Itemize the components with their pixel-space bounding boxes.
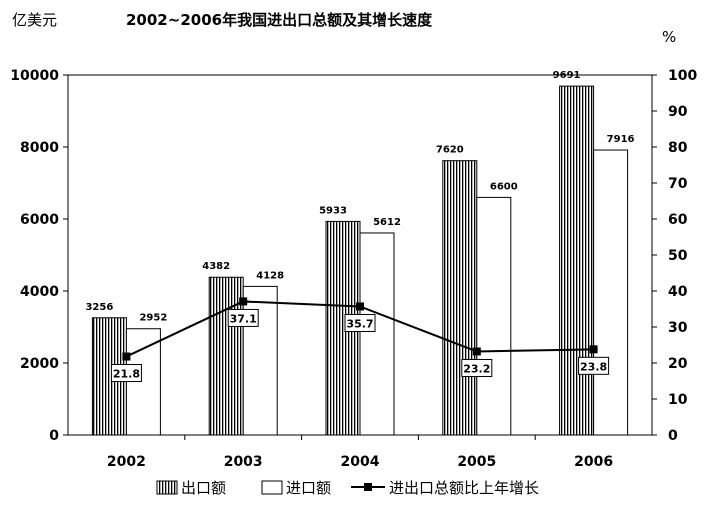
x-tick-label-2004: 2004 (341, 454, 380, 470)
data-label-growth-2005: 23.2 (463, 362, 490, 375)
bar-import-2006 (593, 149, 629, 436)
legend-label-export: 出口额 (181, 479, 226, 497)
data-label-box-growth-2003 (227, 308, 259, 327)
y-tick-label-right-3: 30 (668, 320, 688, 336)
x-tick-label-2003: 2003 (224, 454, 263, 470)
legend-swatch-export (156, 480, 178, 495)
data-label-export-2005: 7620 (436, 145, 464, 156)
y-tick-label-right-6: 60 (668, 212, 688, 228)
data-label-box-growth-2002 (110, 364, 142, 383)
bar-import-2005 (476, 196, 512, 436)
data-label-import-2006: 7916 (607, 134, 635, 145)
data-label-export-2004: 5933 (319, 205, 347, 216)
y-tick-label-left-0: 0 (49, 428, 59, 444)
y-tick-label-left-1: 2000 (20, 356, 59, 372)
data-label-import-2004: 5612 (373, 217, 401, 228)
data-label-growth-2002: 21.8 (113, 368, 140, 381)
y-tick-label-right-5: 50 (668, 248, 688, 264)
x-tick-label-2005: 2005 (457, 454, 496, 470)
data-label-growth-2006: 23.8 (580, 360, 607, 373)
y-tick-label-right-7: 70 (668, 176, 688, 192)
data-label-import-2002: 2952 (139, 313, 167, 324)
y-tick-label-right-9: 90 (668, 104, 688, 120)
y-axis-unit-left: 亿美元 (12, 11, 57, 29)
marker-growth-2002 (122, 352, 131, 361)
bar-export-2005 (442, 160, 478, 436)
data-label-export-2003: 4382 (202, 261, 230, 272)
y-tick-label-right-8: 80 (668, 140, 688, 156)
bar-export-2006 (559, 85, 595, 436)
y-tick-label-right-0: 0 (668, 428, 678, 444)
data-label-export-2006: 9691 (553, 70, 581, 81)
bar-import-2004 (359, 232, 395, 436)
y-axis-unit-right: % (662, 28, 676, 46)
bar-import-2003 (242, 285, 278, 436)
y-tick-label-left-2: 4000 (20, 284, 59, 300)
y-tick-label-right-1: 10 (668, 392, 688, 408)
y-tick-label-right-10: 100 (668, 68, 697, 84)
y-tick-label-left-5: 10000 (10, 68, 59, 84)
legend: 出口额 进口额 进出口总额比上年增长 (156, 479, 539, 497)
data-label-import-2003: 4128 (256, 270, 284, 281)
chart-title: 2002~2006年我国进出口总额及其增长速度 (126, 11, 433, 29)
y-tick-label-left-3: 6000 (20, 212, 59, 228)
marker-growth-2003 (239, 297, 248, 306)
y-tick-label-left-4: 8000 (20, 140, 59, 156)
x-tick-label-2006: 2006 (574, 454, 613, 470)
data-label-box-growth-2004 (344, 313, 376, 332)
marker-growth-2005 (472, 347, 481, 356)
legend-label-growth: 进出口总额比上年增长 (389, 479, 539, 497)
data-label-import-2005: 6600 (490, 181, 518, 192)
y-tick-label-right-2: 20 (668, 356, 688, 372)
legend-swatch-import (261, 480, 283, 495)
data-label-box-growth-2006 (578, 356, 610, 375)
data-label-growth-2003: 37.1 (230, 312, 257, 325)
legend-swatch-growth-marker (364, 483, 372, 491)
x-tick-label-2002: 2002 (107, 454, 146, 470)
legend-label-import: 进口额 (286, 479, 331, 497)
marker-growth-2004 (356, 302, 364, 311)
bar-export-2003 (208, 276, 244, 436)
plot-area: 0 2000 4000 6000 8000 10000 0 10 20 30 40 50 60 70 80 9… (10, 68, 697, 470)
y-tick-label-right-4: 40 (668, 284, 688, 300)
data-label-export-2002: 3256 (85, 302, 113, 313)
marker-growth-2006 (589, 345, 598, 354)
data-label-box-growth-2005 (461, 358, 493, 377)
data-label-growth-2004: 35.7 (346, 317, 373, 330)
